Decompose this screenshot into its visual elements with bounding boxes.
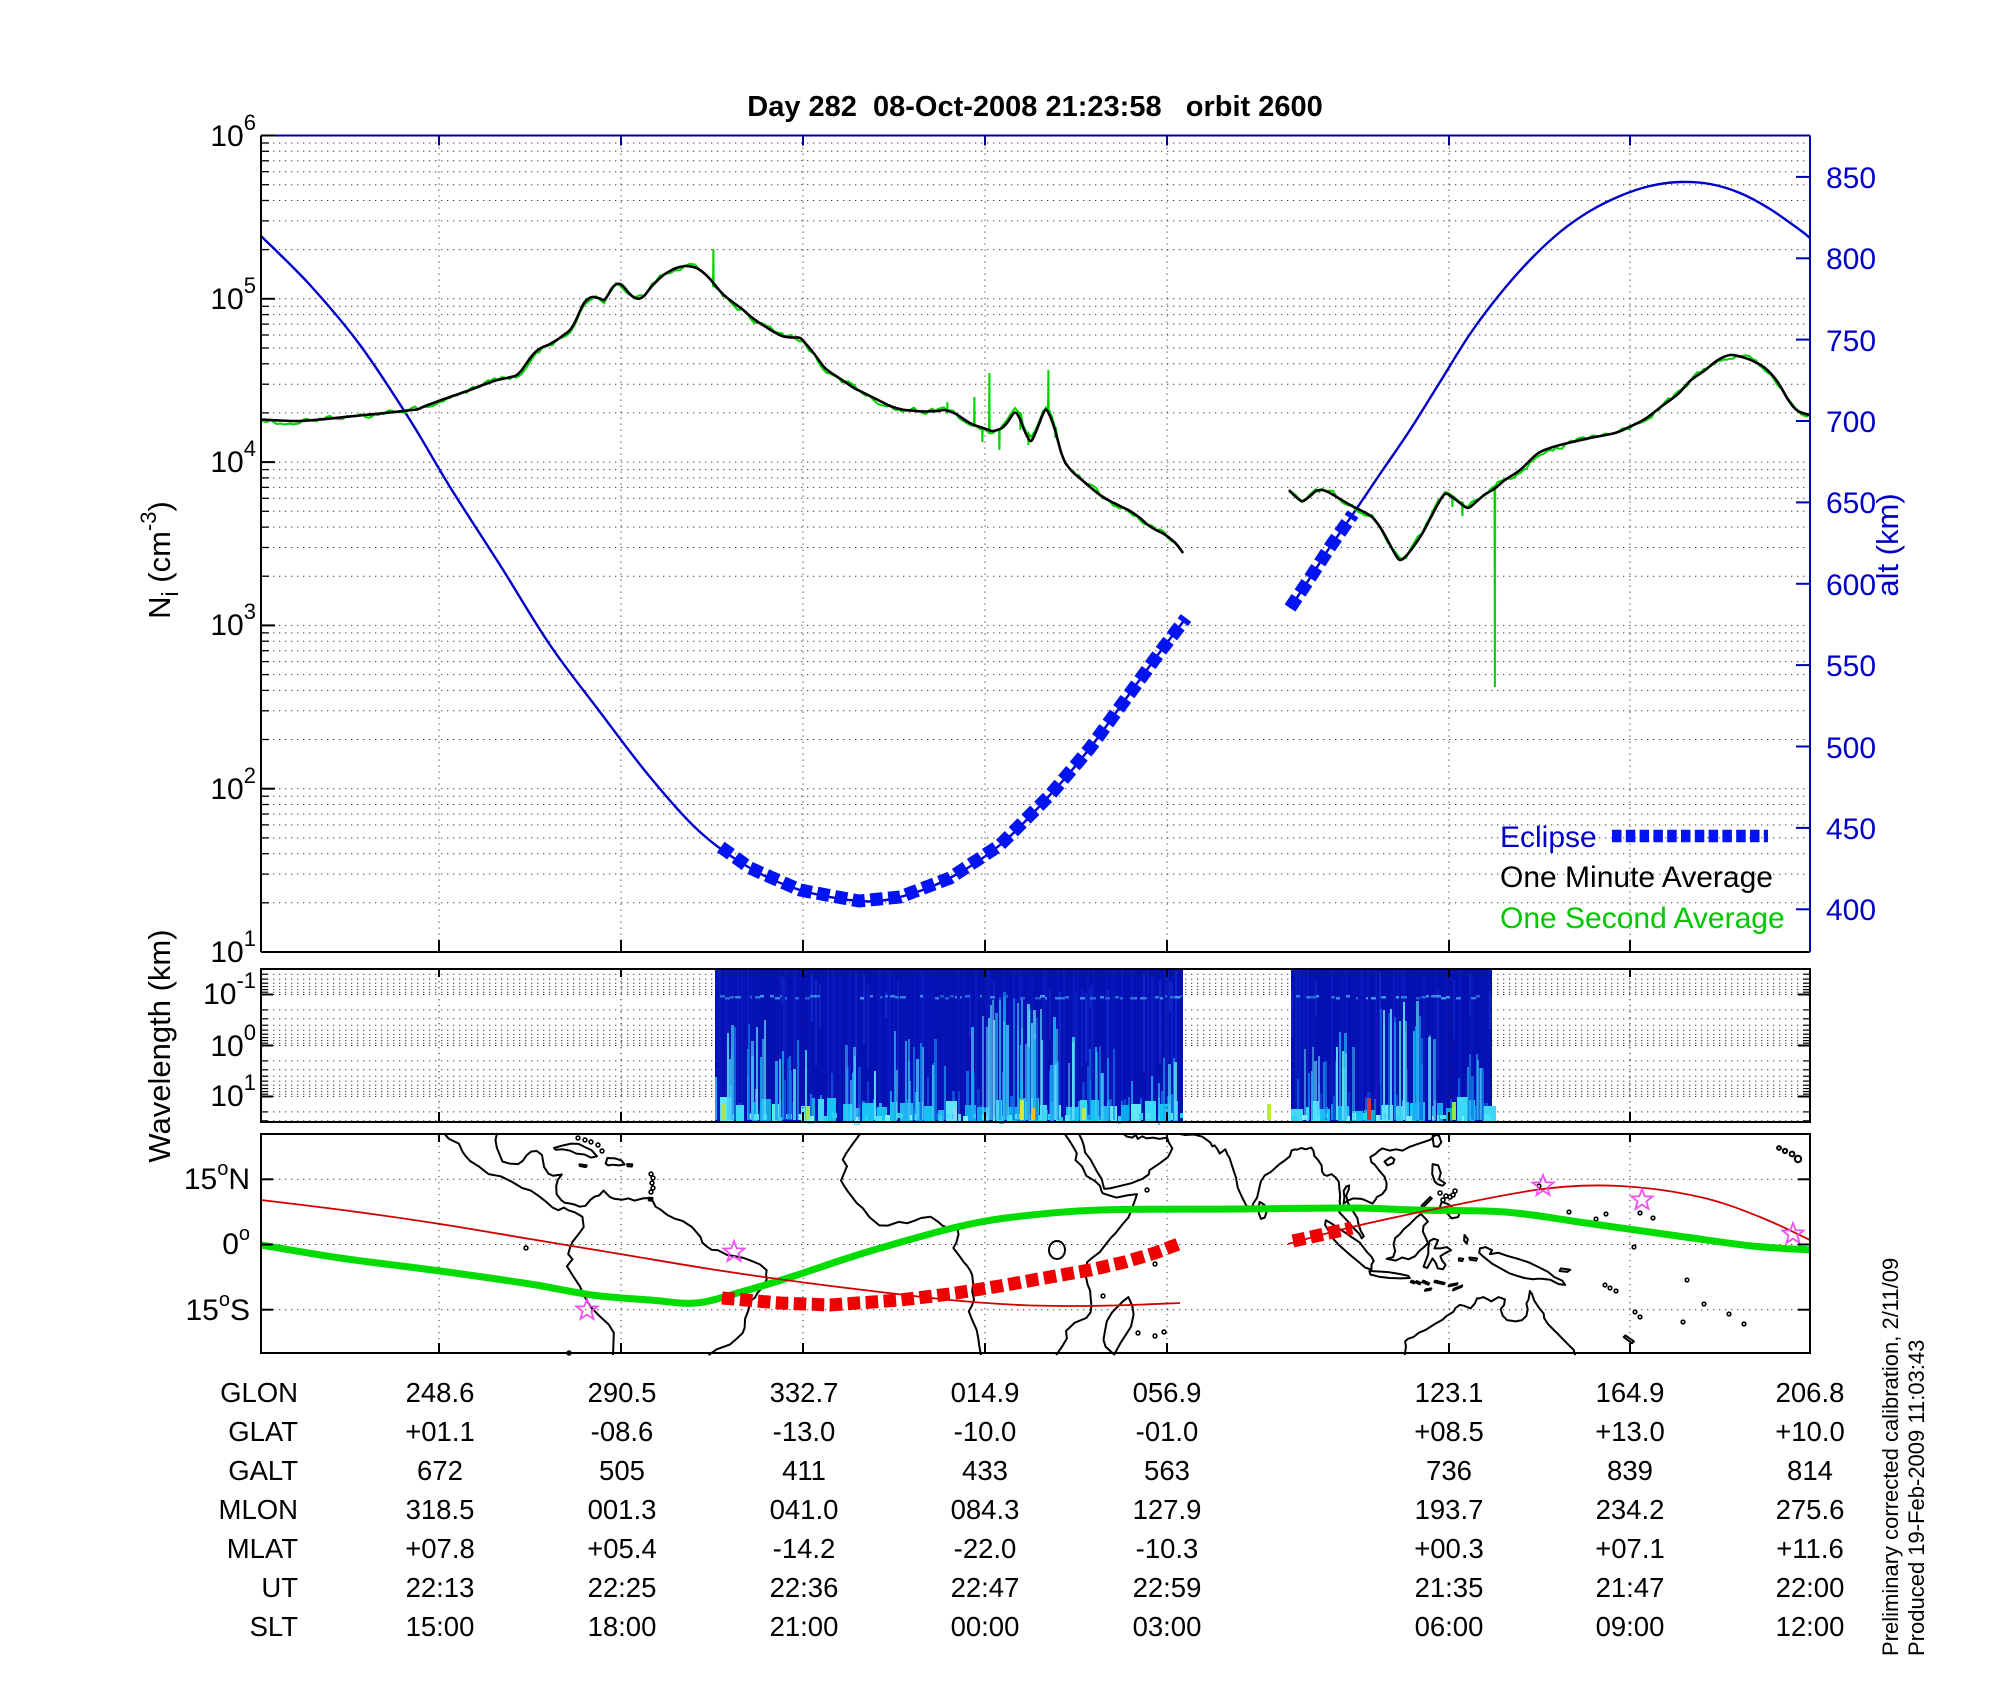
- svg-text:056.9: 056.9: [1133, 1377, 1202, 1408]
- svg-text:22:00: 22:00: [1776, 1572, 1845, 1603]
- svg-text:GLON: GLON: [220, 1377, 298, 1408]
- svg-text:850: 850: [1826, 162, 1876, 195]
- svg-text:318.5: 318.5: [406, 1494, 475, 1525]
- svg-text:Preliminary corrected calibrat: Preliminary corrected calibration, 2/11/…: [1878, 1258, 1903, 1656]
- svg-text:839: 839: [1607, 1455, 1653, 1486]
- svg-text:GLAT: GLAT: [228, 1416, 298, 1447]
- svg-text:UT: UT: [261, 1572, 298, 1603]
- svg-text:+08.5: +08.5: [1414, 1416, 1484, 1447]
- svg-text:+11.6: +11.6: [1776, 1533, 1844, 1564]
- svg-text:22:13: 22:13: [406, 1572, 475, 1603]
- svg-text:275.6: 275.6: [1776, 1494, 1845, 1525]
- svg-text:-14.2: -14.2: [773, 1533, 836, 1564]
- svg-text:+05.4: +05.4: [587, 1533, 657, 1564]
- svg-text:Day 282 08-Oct-2008 21:23:58: Day 282 08-Oct-2008 21:23:58 orbit 2600: [747, 91, 1323, 123]
- svg-text:15:00: 15:00: [406, 1611, 475, 1642]
- svg-text:041.0: 041.0: [770, 1494, 839, 1525]
- svg-text:22:59: 22:59: [1133, 1572, 1202, 1603]
- svg-text:290.5: 290.5: [588, 1377, 657, 1408]
- svg-text:+07.1: +07.1: [1595, 1533, 1665, 1564]
- svg-text:084.3: 084.3: [951, 1494, 1020, 1525]
- svg-text:MLAT: MLAT: [227, 1533, 299, 1564]
- svg-text:650: 650: [1826, 487, 1876, 520]
- svg-text:-10.3: -10.3: [1136, 1533, 1199, 1564]
- svg-text:600: 600: [1826, 569, 1876, 602]
- svg-text:+07.8: +07.8: [405, 1533, 475, 1564]
- svg-text:206.8: 206.8: [1776, 1377, 1845, 1408]
- svg-text:21:00: 21:00: [770, 1611, 839, 1642]
- svg-text:750: 750: [1826, 325, 1876, 358]
- svg-text:06:00: 06:00: [1415, 1611, 1484, 1642]
- svg-text:22:47: 22:47: [951, 1572, 1020, 1603]
- svg-text:+00.3: +00.3: [1414, 1533, 1484, 1564]
- svg-text:Produced 19-Feb-2009 11:03:43: Produced 19-Feb-2009 11:03:43: [1904, 1340, 1929, 1656]
- svg-text:12:00: 12:00: [1776, 1611, 1845, 1642]
- svg-text:21:47: 21:47: [1596, 1572, 1665, 1603]
- svg-text:505: 505: [599, 1455, 645, 1486]
- svg-text:411: 411: [782, 1455, 826, 1486]
- svg-text:700: 700: [1826, 406, 1876, 439]
- svg-text:00:00: 00:00: [951, 1611, 1020, 1642]
- svg-text:123.1: 123.1: [1415, 1377, 1484, 1408]
- svg-text:332.7: 332.7: [770, 1377, 839, 1408]
- svg-text:Wavelength (km): Wavelength (km): [142, 929, 177, 1162]
- svg-text:-10.0: -10.0: [954, 1416, 1017, 1447]
- svg-text:-08.6: -08.6: [591, 1416, 654, 1447]
- svg-text:014.9: 014.9: [951, 1377, 1020, 1408]
- svg-text:One Minute Average: One Minute Average: [1500, 861, 1773, 894]
- svg-text:-01.0: -01.0: [1136, 1416, 1199, 1447]
- svg-text:Eclipse: Eclipse: [1500, 821, 1597, 854]
- svg-text:672: 672: [417, 1455, 463, 1486]
- svg-text:-22.0: -22.0: [954, 1533, 1017, 1564]
- svg-text:500: 500: [1826, 732, 1876, 765]
- svg-text:234.2: 234.2: [1596, 1494, 1665, 1525]
- svg-text:22:25: 22:25: [588, 1572, 657, 1603]
- svg-text:001.3: 001.3: [588, 1494, 657, 1525]
- svg-text:15oS: 15oS: [185, 1289, 250, 1327]
- svg-text:One Second Average: One Second Average: [1500, 902, 1785, 935]
- svg-text:450: 450: [1826, 813, 1876, 846]
- svg-text:SLT: SLT: [250, 1611, 299, 1642]
- svg-text:21:35: 21:35: [1415, 1572, 1484, 1603]
- svg-text:736: 736: [1426, 1455, 1472, 1486]
- svg-text:550: 550: [1826, 650, 1876, 683]
- svg-text:MLON: MLON: [219, 1494, 298, 1525]
- svg-text:15oN: 15oN: [184, 1158, 250, 1196]
- svg-text:alt (km): alt (km): [1870, 493, 1905, 596]
- svg-text:814: 814: [1787, 1455, 1833, 1486]
- svg-text:800: 800: [1826, 243, 1876, 276]
- svg-text:193.7: 193.7: [1415, 1494, 1484, 1525]
- svg-text:+01.1: +01.1: [405, 1416, 475, 1447]
- svg-text:+13.0: +13.0: [1595, 1416, 1665, 1447]
- svg-text:164.9: 164.9: [1596, 1377, 1665, 1408]
- svg-text:GALT: GALT: [228, 1455, 298, 1486]
- svg-text:248.6: 248.6: [406, 1377, 475, 1408]
- svg-text:400: 400: [1826, 894, 1876, 927]
- svg-text:18:00: 18:00: [588, 1611, 657, 1642]
- svg-text:+10.0: +10.0: [1775, 1416, 1845, 1447]
- svg-text:-13.0: -13.0: [773, 1416, 836, 1447]
- svg-text:22:36: 22:36: [770, 1572, 839, 1603]
- svg-text:563: 563: [1144, 1455, 1190, 1486]
- svg-text:03:00: 03:00: [1133, 1611, 1202, 1642]
- svg-text:127.9: 127.9: [1133, 1494, 1202, 1525]
- svg-text:433: 433: [962, 1455, 1008, 1486]
- svg-text:09:00: 09:00: [1596, 1611, 1665, 1642]
